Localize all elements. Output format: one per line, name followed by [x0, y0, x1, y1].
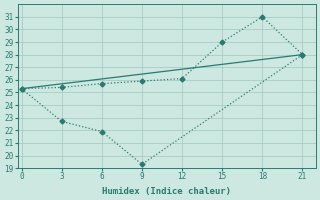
- X-axis label: Humidex (Indice chaleur): Humidex (Indice chaleur): [102, 187, 231, 196]
